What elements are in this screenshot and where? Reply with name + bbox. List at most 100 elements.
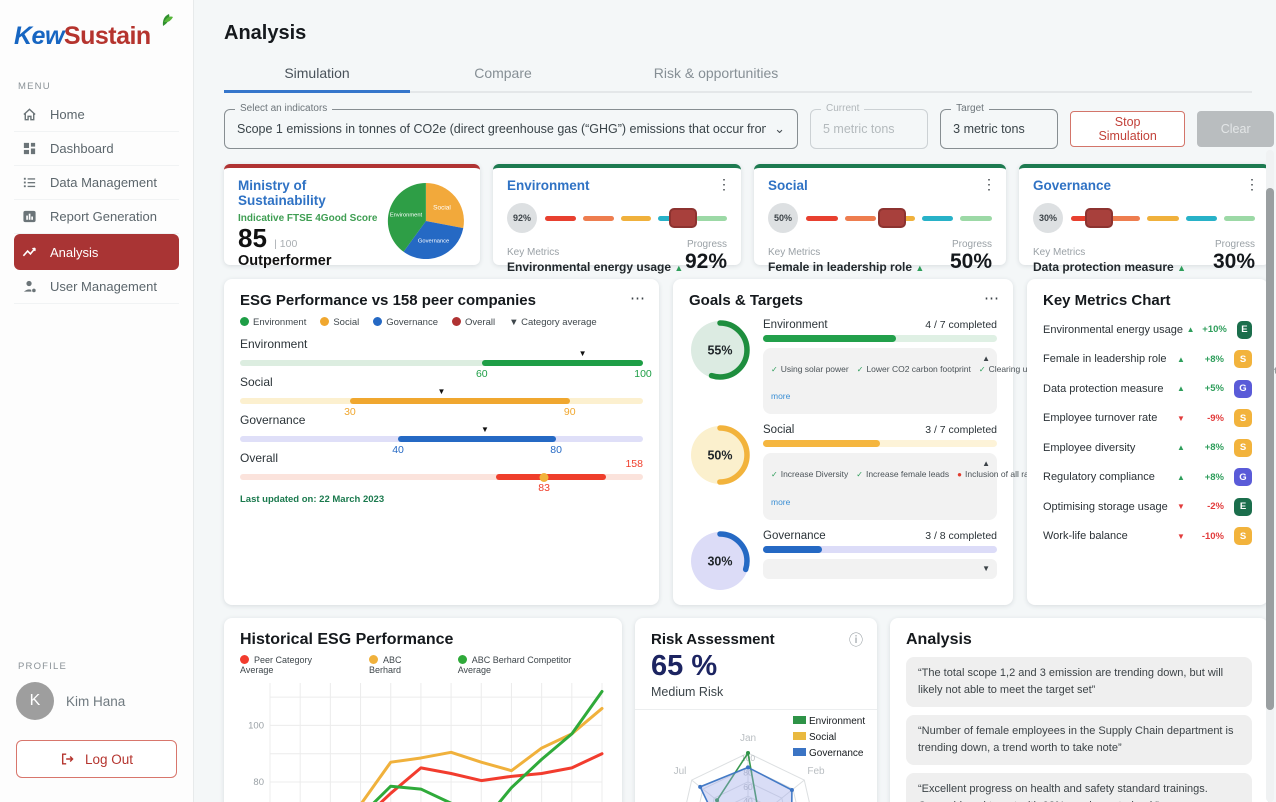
collapse-icon[interactable]: ▲ xyxy=(982,459,990,469)
more-menu-icon[interactable]: ⋯ xyxy=(984,290,999,307)
tab-compare[interactable]: Compare xyxy=(474,65,532,81)
sidebar-item-label: Dashboard xyxy=(50,141,114,156)
slider-segment xyxy=(582,215,614,221)
kebab-menu-icon[interactable]: ⋮ xyxy=(1245,176,1259,192)
info-icon[interactable]: ⓘ xyxy=(849,631,863,648)
legend-item: Overall xyxy=(451,317,495,328)
trend-icon: ▼ xyxy=(1177,531,1185,541)
sidebar-item-label: Report Generation xyxy=(50,209,157,224)
sidebar-item-label: Analysis xyxy=(50,244,99,260)
goal-collapsed-box: ▼ xyxy=(763,558,997,579)
check-icon: ✓ xyxy=(771,365,778,374)
category-average-marker: ▼ xyxy=(480,425,489,434)
slider-handle[interactable] xyxy=(1084,208,1113,228)
analysis-quote: “Excellent progress on health and safety… xyxy=(906,772,1252,802)
sidebar-item-label: Data Management xyxy=(50,175,157,190)
collapse-icon[interactable]: ▲ xyxy=(982,354,990,363)
current-field[interactable]: Current 5 metric tons xyxy=(810,103,929,149)
svg-text:Governance: Governance xyxy=(809,748,864,759)
clear-button[interactable]: Clear xyxy=(1196,111,1275,147)
svg-text:55%: 55% xyxy=(707,344,732,358)
scrollbar-thumb[interactable] xyxy=(1266,188,1274,710)
svg-text:80: 80 xyxy=(253,777,264,788)
key-metric-value: Environmental energy usage ▲ xyxy=(507,260,684,274)
key-metrics-label: Key Metrics xyxy=(768,247,821,258)
kebab-menu-icon[interactable]: ⋮ xyxy=(717,176,731,192)
slider-segment xyxy=(696,215,727,221)
middle-row: ESG Performance vs 158 peer companies ⋯ … xyxy=(224,279,1276,605)
legend-item: Governance xyxy=(373,317,438,328)
more-menu-icon[interactable]: ⋯ xyxy=(630,290,645,307)
peer-count-label: 158 xyxy=(625,458,643,470)
panel-title: ESG Performance vs 158 peer companies xyxy=(240,292,536,309)
svg-text:Feb: Feb xyxy=(807,766,825,777)
slider-track[interactable] xyxy=(545,208,727,228)
sidebar-spacer xyxy=(14,304,179,661)
tab-risk-opportunities[interactable]: Risk & opportunities xyxy=(653,65,779,81)
sidebar: KewSustain MENU Home Dashboard Data Mana… xyxy=(0,0,194,802)
sidebar-item-home[interactable]: Home xyxy=(14,98,179,132)
slider-track[interactable] xyxy=(1071,208,1256,228)
esg-row-environment: Environment ▼ 60 100 xyxy=(240,337,652,380)
key-metric-value: Data protection measure ▲ xyxy=(1033,260,1186,274)
category-average-marker: ▼ xyxy=(437,387,446,396)
slider-handle[interactable] xyxy=(669,208,698,228)
kebab-menu-icon[interactable]: ⋮ xyxy=(982,176,996,192)
panel-title: Goals & Targets xyxy=(689,292,803,309)
trend-up-icon: ▲ xyxy=(1177,263,1186,273)
target-field[interactable]: Target 3 metric tons xyxy=(940,103,1059,149)
brand-logo: KewSustain xyxy=(14,14,179,51)
brand-sustain: Sustain xyxy=(63,22,151,50)
home-icon xyxy=(23,108,36,121)
trend-up-icon: ▲ xyxy=(915,263,925,273)
category-tag: E xyxy=(1234,497,1252,516)
slider-handle[interactable] xyxy=(877,208,906,228)
risk-score: 65 % xyxy=(651,649,718,682)
overall-score-dot xyxy=(539,472,549,482)
indicator-select[interactable]: Select an indicators Scope 1 emissions i… xyxy=(224,103,798,149)
card-title: Governance xyxy=(1033,178,1112,193)
tab-simulation[interactable]: Simulation xyxy=(224,59,410,93)
sidebar-item-report-generation[interactable]: Report Generation xyxy=(14,200,179,234)
slider-segment xyxy=(806,215,838,221)
right-column: Analysis “The total scope 1,2 and 3 emis… xyxy=(890,617,1268,802)
legend-item: ABC Berhard xyxy=(368,654,402,675)
governance-gauge-chart: 30% xyxy=(690,531,750,591)
sidebar-item-data-management[interactable]: Data Management xyxy=(14,166,179,200)
goal-label: Governance xyxy=(763,529,826,542)
sidebar-item-analysis[interactable]: Analysis xyxy=(14,234,179,270)
check-icon: ✓ xyxy=(856,365,864,374)
key-metric-value: Female in leadership role ▲ xyxy=(768,260,925,274)
historical-legend: Peer Category Average ABC Berhard ABC Be… xyxy=(240,654,606,675)
goal-group-environment: 55% Environment 4 / 7 completed ✓ Using so… xyxy=(689,319,1276,415)
stop-simulation-button[interactable]: Stop Simulation xyxy=(1070,111,1185,147)
profile-name: Kim Hana xyxy=(66,693,126,709)
sidebar-item-user-management[interactable]: User Management xyxy=(14,270,179,304)
view-more-link[interactable]: View more xyxy=(771,496,791,507)
category-tag: S xyxy=(1234,527,1252,545)
menu-label: MENU xyxy=(18,81,51,92)
check-icon: ✓ xyxy=(856,470,863,480)
risk-slider: 30% xyxy=(1033,203,1256,233)
dashboard-icon xyxy=(23,142,36,155)
risk-slider: 92% xyxy=(507,203,727,233)
slider-track[interactable] xyxy=(806,208,992,228)
category-average-marker: ▼ xyxy=(578,349,587,358)
legend-item: ABC Berhard Competitor Average xyxy=(457,654,572,675)
expand-icon[interactable]: ▼ xyxy=(982,563,990,573)
slider-segment xyxy=(960,215,992,221)
goal-chip: ✓ Using solar power xyxy=(771,364,849,374)
key-metric-row: Environmental energy usage ▲ +10% E xyxy=(1043,320,1252,339)
view-more-link[interactable]: View more xyxy=(771,391,791,402)
panel-title: Risk Assessment xyxy=(651,630,775,648)
slider-segment xyxy=(1223,215,1256,221)
goal-chip: ● Inclusion of all races & LGBT xyxy=(957,469,1075,480)
logout-button[interactable]: Log Out xyxy=(16,740,177,778)
svg-text:Social: Social xyxy=(809,732,836,743)
svg-text:Social: Social xyxy=(433,205,451,212)
trend-icon: ▲ xyxy=(1177,443,1185,452)
goal-group-governance: 30% Governance 3 / 8 completed ▼ xyxy=(689,530,997,592)
sidebar-item-dashboard[interactable]: Dashboard xyxy=(14,132,179,166)
category-tag: S xyxy=(1234,438,1252,457)
